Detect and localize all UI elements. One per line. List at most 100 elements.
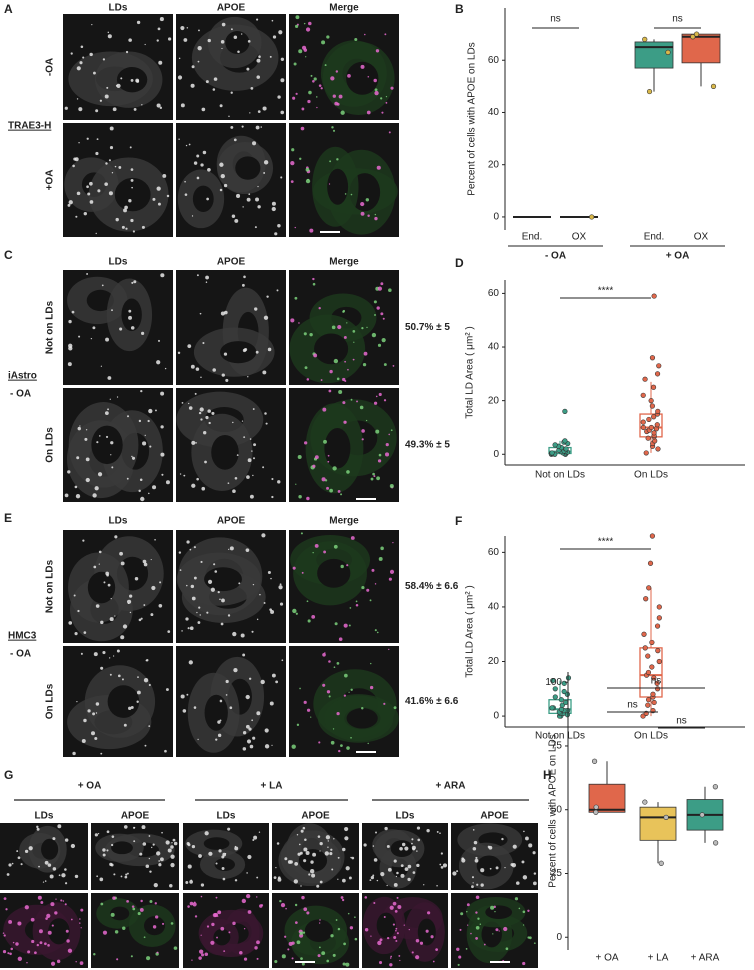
puncta bbox=[350, 736, 352, 739]
puncta bbox=[80, 45, 84, 49]
data-point bbox=[562, 408, 568, 414]
comparison-label: ns bbox=[676, 716, 687, 727]
y-tick-label: 0 bbox=[493, 711, 499, 722]
puncta bbox=[440, 865, 444, 869]
puncta bbox=[255, 350, 259, 354]
puncta bbox=[322, 683, 326, 687]
puncta bbox=[370, 875, 374, 880]
puncta bbox=[308, 90, 312, 95]
puncta bbox=[269, 608, 272, 611]
puncta bbox=[263, 160, 269, 165]
puncta bbox=[124, 205, 128, 210]
puncta bbox=[211, 411, 215, 415]
puncta bbox=[342, 962, 346, 966]
data-point bbox=[593, 809, 599, 815]
puncta bbox=[166, 194, 170, 198]
puncta bbox=[127, 415, 130, 418]
puncta bbox=[336, 662, 340, 665]
x-tick-label: + OA bbox=[595, 953, 618, 964]
puncta bbox=[159, 581, 162, 584]
puncta bbox=[131, 186, 133, 189]
puncta bbox=[110, 863, 114, 867]
puncta bbox=[331, 126, 334, 129]
data-point bbox=[645, 653, 651, 659]
puncta bbox=[356, 400, 358, 403]
panel-letter: H bbox=[543, 768, 552, 782]
puncta bbox=[281, 954, 286, 959]
puncta bbox=[139, 908, 144, 912]
puncta bbox=[359, 405, 364, 410]
data-point bbox=[645, 697, 652, 703]
puncta bbox=[344, 360, 347, 363]
puncta bbox=[370, 935, 372, 937]
puncta bbox=[334, 622, 338, 626]
puncta bbox=[128, 706, 132, 710]
puncta bbox=[177, 351, 181, 355]
puncta bbox=[155, 915, 159, 919]
column-header: Merge bbox=[329, 516, 359, 527]
puncta bbox=[246, 67, 250, 71]
puncta bbox=[149, 899, 153, 903]
puncta bbox=[380, 546, 384, 551]
puncta bbox=[221, 47, 223, 50]
puncta bbox=[44, 880, 47, 882]
puncta bbox=[241, 420, 244, 422]
puncta bbox=[262, 106, 267, 111]
puncta bbox=[64, 106, 68, 110]
puncta bbox=[471, 885, 474, 889]
puncta bbox=[101, 284, 104, 287]
data-point bbox=[549, 450, 555, 456]
data-point bbox=[552, 442, 558, 448]
puncta bbox=[294, 921, 298, 924]
puncta bbox=[195, 442, 197, 444]
puncta bbox=[375, 49, 380, 53]
puncta bbox=[287, 948, 290, 951]
puncta bbox=[377, 343, 382, 347]
nucleus bbox=[317, 558, 351, 588]
puncta bbox=[354, 37, 358, 42]
puncta bbox=[378, 557, 383, 561]
puncta bbox=[130, 168, 134, 171]
puncta bbox=[332, 466, 337, 471]
puncta bbox=[212, 368, 216, 372]
puncta bbox=[188, 406, 193, 410]
puncta bbox=[403, 924, 405, 926]
puncta bbox=[393, 859, 397, 863]
puncta bbox=[47, 930, 52, 935]
puncta bbox=[36, 827, 40, 831]
micrograph bbox=[289, 646, 399, 757]
puncta bbox=[466, 903, 470, 907]
data-point bbox=[656, 363, 662, 369]
puncta bbox=[319, 842, 323, 846]
puncta bbox=[232, 421, 234, 424]
puncta bbox=[106, 830, 110, 834]
treatment: + OA bbox=[78, 781, 102, 792]
puncta bbox=[392, 365, 395, 367]
puncta bbox=[342, 401, 346, 405]
data-point bbox=[563, 699, 569, 706]
data-point bbox=[643, 596, 649, 602]
puncta bbox=[314, 543, 319, 548]
puncta bbox=[253, 835, 258, 840]
data-point bbox=[648, 424, 654, 431]
puncta bbox=[260, 126, 263, 128]
puncta bbox=[240, 33, 243, 35]
puncta bbox=[141, 225, 145, 229]
micrograph bbox=[91, 893, 179, 968]
puncta bbox=[75, 215, 78, 218]
puncta bbox=[322, 407, 327, 412]
puncta bbox=[297, 455, 302, 460]
puncta bbox=[60, 899, 63, 902]
puncta bbox=[81, 739, 86, 743]
puncta bbox=[167, 37, 172, 41]
puncta bbox=[329, 852, 333, 856]
puncta bbox=[292, 608, 297, 614]
puncta bbox=[316, 96, 318, 98]
data-point bbox=[642, 376, 648, 382]
puncta bbox=[131, 905, 135, 908]
data-point bbox=[655, 446, 661, 452]
puncta bbox=[214, 912, 219, 917]
puncta bbox=[371, 568, 375, 572]
puncta bbox=[206, 611, 209, 614]
puncta bbox=[64, 493, 69, 498]
